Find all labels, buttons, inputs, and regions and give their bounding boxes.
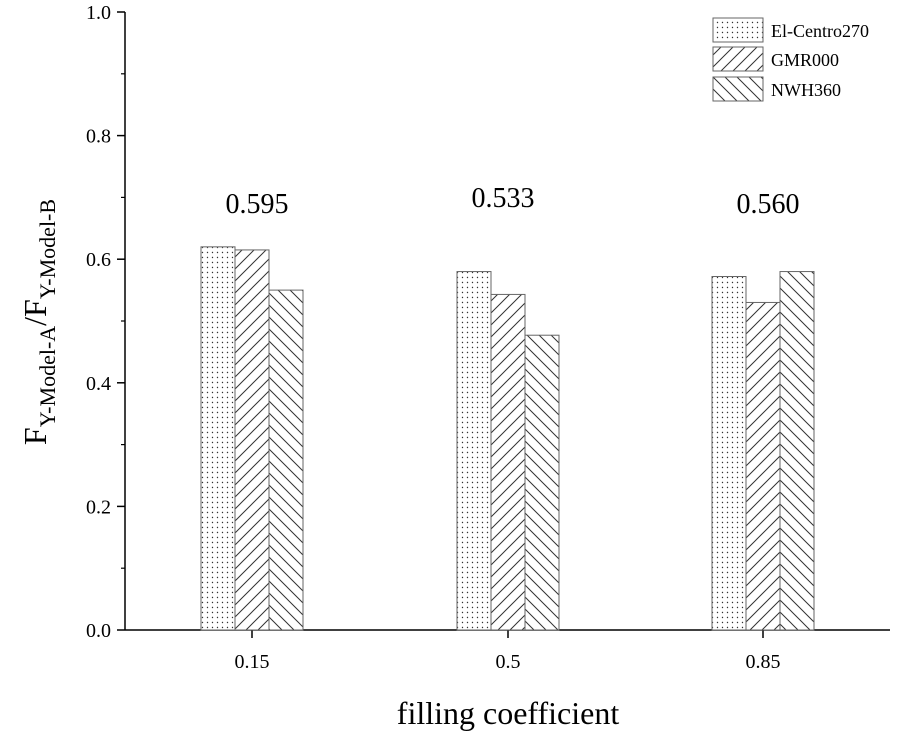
x-axis-ticks: 0.15 0.5 0.85 bbox=[235, 630, 781, 673]
legend: El-Centro270 GMR000 NWH360 bbox=[712, 17, 869, 102]
bar-el-centro270-0.15 bbox=[200, 246, 236, 631]
x-tick-label: 0.15 bbox=[235, 651, 270, 673]
bars-group bbox=[200, 246, 815, 631]
y-tick-label: 0.0 bbox=[86, 620, 111, 642]
bar-gmr000-0.85 bbox=[745, 301, 781, 631]
bar-gmr000-0.15 bbox=[234, 249, 270, 631]
y-axis-title-main1: F bbox=[17, 427, 53, 445]
legend-label-nwh360: NWH360 bbox=[771, 80, 841, 100]
legend-label-el-centro270: El-Centro270 bbox=[771, 21, 869, 41]
y-axis-ticks: 0.0 0.2 0.4 0.6 0.8 1.0 bbox=[86, 2, 125, 642]
y-tick-label: 0.4 bbox=[86, 373, 111, 395]
y-tick-label: 0.2 bbox=[86, 496, 111, 518]
legend-label-gmr000: GMR000 bbox=[771, 50, 839, 70]
y-tick-label: 1.0 bbox=[86, 2, 111, 24]
legend-swatch-gmr000 bbox=[712, 46, 764, 72]
legend-swatch-nwh360 bbox=[712, 76, 764, 102]
y-axis-title-main2: /F bbox=[17, 299, 53, 326]
bar-nwh360-0.15 bbox=[268, 289, 304, 631]
y-tick-label: 0.6 bbox=[86, 249, 111, 271]
x-tick-label: 0.85 bbox=[746, 651, 781, 673]
bar-nwh360-0.85 bbox=[779, 271, 815, 631]
x-axis-title: filling coefficient bbox=[397, 695, 620, 731]
bar-gmr000-0.5 bbox=[490, 293, 526, 631]
annotation-label: 0.533 bbox=[472, 183, 535, 214]
y-axis-title-sub1: Y-Model-A bbox=[35, 326, 60, 428]
x-tick-label: 0.5 bbox=[496, 651, 521, 673]
y-axis-title: FY-Model-A/FY-Model-B bbox=[17, 199, 60, 445]
y-tick-label: 0.8 bbox=[86, 126, 111, 148]
bar-el-centro270-0.85 bbox=[711, 276, 747, 631]
y-axis-title-sub2: Y-Model-B bbox=[35, 199, 60, 299]
annotations-group: 0.595 0.533 0.560 bbox=[226, 183, 800, 220]
legend-swatch-el-centro270 bbox=[712, 17, 764, 43]
annotation-label: 0.595 bbox=[226, 189, 289, 220]
annotation-label: 0.560 bbox=[737, 189, 800, 220]
bar-el-centro270-0.5 bbox=[456, 271, 492, 631]
bar-nwh360-0.5 bbox=[524, 334, 560, 631]
